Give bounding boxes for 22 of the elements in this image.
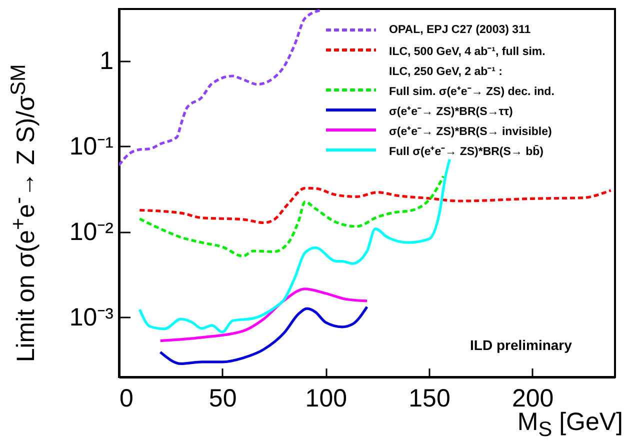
- x-tick-label: 100: [305, 384, 348, 412]
- annotation: ILC, 250 GeV, 2 ab⁻¹ :: [388, 64, 504, 80]
- line-series: [159, 288, 368, 342]
- line-series: [159, 306, 368, 366]
- x-tick-label: 0: [120, 384, 134, 412]
- y-tick-label: 10⁻³: [69, 304, 114, 332]
- legend-label: ILC, 500 GeV, 4 ab⁻¹, full sim.: [389, 44, 546, 58]
- line-series: [138, 174, 445, 258]
- annotation: ILD preliminary: [470, 337, 572, 353]
- y-tick-label: 10⁻¹: [69, 132, 114, 161]
- x-tick-label: 150: [408, 384, 450, 412]
- y-tick-label: 10⁻²: [69, 218, 114, 246]
- line-series: [119, 9, 323, 167]
- x-tick-label: 50: [208, 384, 237, 412]
- legend-label: σ(e⁺e⁻→ ZS)*BR(S→ττ): [389, 104, 513, 118]
- y-tick-label: 1: [100, 47, 114, 76]
- legend-label: Full sim. σ(e⁺e⁻→ ZS) dec. ind.: [389, 84, 554, 98]
- legend-label: Full σ(e⁺e⁻→ ZS)*BR(S→ bb̄): [389, 144, 544, 158]
- line-series: [138, 158, 451, 334]
- legend-label: σ(e⁺e⁻→ ZS)*BR(S→ invisible): [389, 124, 552, 138]
- line-series: [138, 186, 612, 224]
- legend-label: OPAL, EPJ C27 (2003) 311: [389, 24, 531, 36]
